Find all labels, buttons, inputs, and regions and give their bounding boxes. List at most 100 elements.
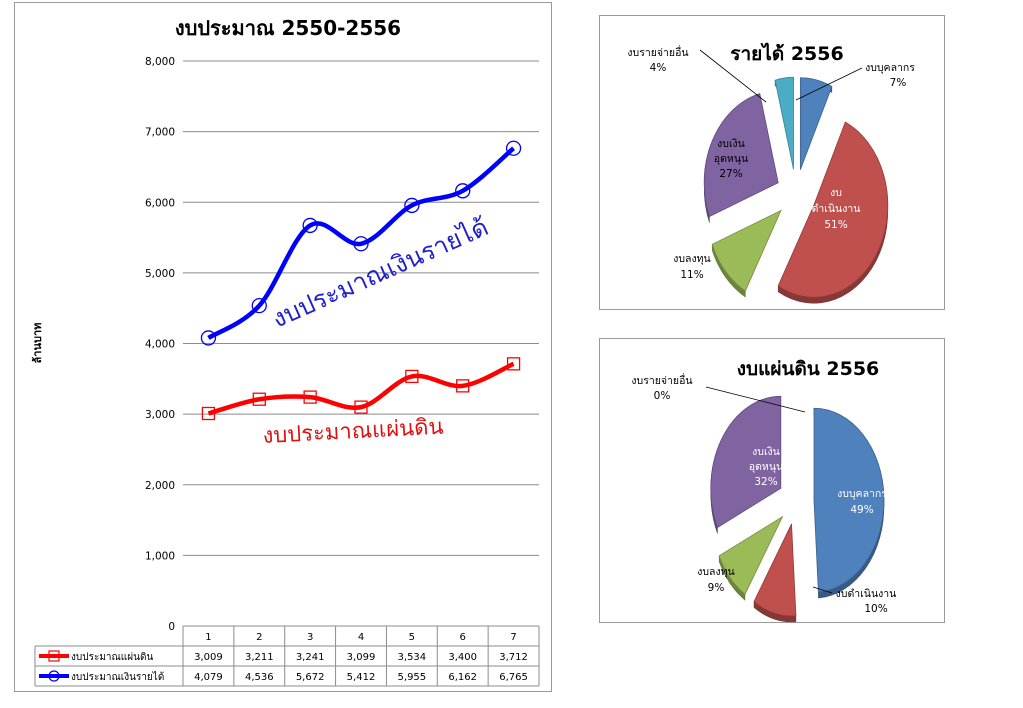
table-cell-value: 5,412 — [347, 672, 376, 683]
pie-revenue-panel: รายได้ 2556 งบบุคลากร 7% งบ ดำเนินงาน 51… — [599, 15, 945, 310]
table-cell-value: 6,765 — [499, 672, 528, 683]
pie-label-other-2: งบรายจ่ายอื่น — [631, 373, 692, 387]
x-tick-label: 7 — [510, 632, 516, 643]
data-point-square — [252, 392, 266, 406]
data-point-circle — [353, 236, 369, 252]
leader-line — [795, 67, 863, 101]
y-axis-label: ล้านบาท — [31, 323, 44, 364]
pie-label-subsidy-4: อุดหนุน — [749, 461, 783, 473]
pie-label-subsidy-pct-1: 27% — [719, 168, 742, 180]
leader-line — [812, 586, 833, 594]
y-tick-label: 5,000 — [145, 268, 175, 280]
pie-slice — [774, 76, 794, 170]
pie-label-personnel-pct-1: 7% — [890, 77, 907, 89]
legend-series-name: งบประมาณแผ่นดิน — [71, 652, 153, 663]
data-point-square — [303, 390, 317, 404]
series-group — [200, 140, 522, 421]
pie-slice — [703, 93, 779, 218]
y-tick-label: 2,000 — [145, 480, 175, 492]
data-point-circle — [455, 183, 471, 199]
table-cell-value: 5,672 — [296, 672, 325, 683]
pie-label-operating-1: งบ — [830, 187, 842, 199]
pie-revenue-title: รายได้ 2556 — [730, 42, 843, 65]
pie-label-other-1: งบรายจ่ายอื่น — [627, 45, 688, 59]
legend-marker-square — [48, 650, 60, 662]
pie-revenue-slices — [703, 76, 889, 304]
gridlines — [183, 60, 539, 627]
data-point-circle — [505, 140, 522, 156]
y-tick-label: 0 — [168, 621, 175, 633]
table-cell-value: 6,162 — [448, 672, 477, 683]
pie-slice — [718, 515, 784, 595]
y-tick-label: 3,000 — [145, 409, 175, 421]
line-chart: งบประมาณ 2550-2556 ล้านบาท 0 1,000 2,000 3,… — [31, 16, 540, 687]
legend-marker-circle — [48, 670, 60, 682]
pie-slice — [753, 523, 797, 617]
pie-label-operating-2: ดำเนินงาน — [812, 203, 861, 215]
pie-slice — [711, 209, 782, 292]
table-cell-value: 4,536 — [245, 672, 274, 683]
pie-label-operating-3: งบดำเนินงาน — [836, 588, 897, 600]
pie-slice — [799, 77, 833, 170]
pie-label-personnel-1: งบบุคลากร — [865, 62, 915, 74]
line-chart-title: งบประมาณ 2550-2556 — [175, 16, 401, 40]
legend-series-name: งบประมาณเงินรายได้ — [71, 671, 164, 683]
pie-slice — [777, 121, 889, 298]
series-line-1 — [207, 361, 515, 416]
pie-label-subsidy-2: อุดหนุน — [714, 153, 748, 165]
data-point-circle — [302, 217, 318, 234]
table-cell-value: 4,079 — [194, 672, 223, 683]
pie-label-personnel-2: งบบุคลากร — [837, 488, 887, 500]
x-tick-label: 4 — [358, 632, 364, 643]
x-tick-label: 6 — [460, 632, 466, 643]
pie-chart-state-budget: งบแผ่นดิน 2556 งบรายจ่ายอื่น 0% งบบุคลาก… — [631, 358, 897, 623]
y-tick-labels: 0 1,000 2,000 3,000 4,000 5,000 6,000 7,000 8,00… — [145, 56, 175, 633]
x-tick-label: 3 — [307, 632, 313, 643]
x-tick-label: 1 — [205, 632, 211, 643]
leader-line — [705, 386, 806, 413]
pie-state-slices — [710, 395, 885, 623]
pie-label-investment-1: งบลงทุน — [673, 253, 710, 265]
y-tick-label: 8,000 — [145, 56, 175, 68]
pie-state-title: งบแผ่นดิน 2556 — [737, 358, 880, 380]
data-point-circle — [404, 197, 420, 214]
data-point-circle — [200, 330, 217, 346]
y-tick-label: 1,000 — [145, 550, 175, 562]
line-chart-panel: งบประมาณ 2550-2556 ล้านบาท 0 1,000 2,000 3,… — [14, 2, 552, 692]
x-tick-label: 2 — [256, 632, 262, 643]
pie-slice — [710, 395, 782, 529]
leader-line — [699, 49, 767, 103]
pie-label-investment-pct-2: 9% — [708, 582, 725, 594]
table-cell-value: 3,009 — [194, 652, 223, 663]
pie-chart-revenue: รายได้ 2556 งบบุคลากร 7% งบ ดำเนินงาน 51… — [627, 42, 915, 304]
pie-slice — [813, 407, 885, 593]
y-tick-label: 7,000 — [145, 127, 175, 139]
table-cell-value: 3,534 — [398, 652, 427, 663]
data-point-circle — [251, 297, 267, 314]
annotation-red: งบประมาณแผ่นดิน — [262, 415, 444, 449]
pie-label-operating-pct-1: 51% — [824, 219, 847, 231]
data-point-square — [405, 369, 419, 384]
pie-label-personnel-pct-2: 49% — [850, 504, 873, 516]
pie-label-other-pct-2: 0% — [654, 390, 671, 402]
pie-label-subsidy-3: งบเงิน — [752, 446, 780, 458]
data-table: 1 2 3 4 5 6 7 งบประมาณแผ่นดิน 3,009 3,211 3,241 3,0… — [34, 625, 540, 687]
x-tick-label: 5 — [409, 632, 415, 643]
table-cell-value: 3,712 — [499, 652, 528, 663]
pie-state-budget-panel: งบแผ่นดิน 2556 งบรายจ่ายอื่น 0% งบบุคลาก… — [599, 338, 945, 623]
table-cell-value: 5,955 — [398, 672, 427, 683]
table-cell-value: 3,211 — [245, 652, 274, 663]
table-cell-value: 3,400 — [448, 652, 477, 663]
pie-label-other-pct-1: 4% — [650, 62, 667, 74]
pie-label-subsidy-pct-2: 32% — [754, 476, 777, 488]
table-cell-value: 3,099 — [347, 652, 376, 663]
data-point-square — [506, 357, 521, 371]
data-point-square — [201, 406, 216, 421]
y-tick-label: 6,000 — [145, 197, 175, 209]
data-point-square — [354, 400, 368, 414]
pie-label-investment-pct-1: 11% — [680, 269, 703, 281]
pie-label-investment-2: งบลงทุน — [697, 566, 734, 578]
y-tick-label: 4,000 — [145, 339, 175, 351]
table-cell-value: 3,241 — [296, 652, 325, 663]
pie-label-subsidy-1: งบเงิน — [717, 138, 745, 150]
